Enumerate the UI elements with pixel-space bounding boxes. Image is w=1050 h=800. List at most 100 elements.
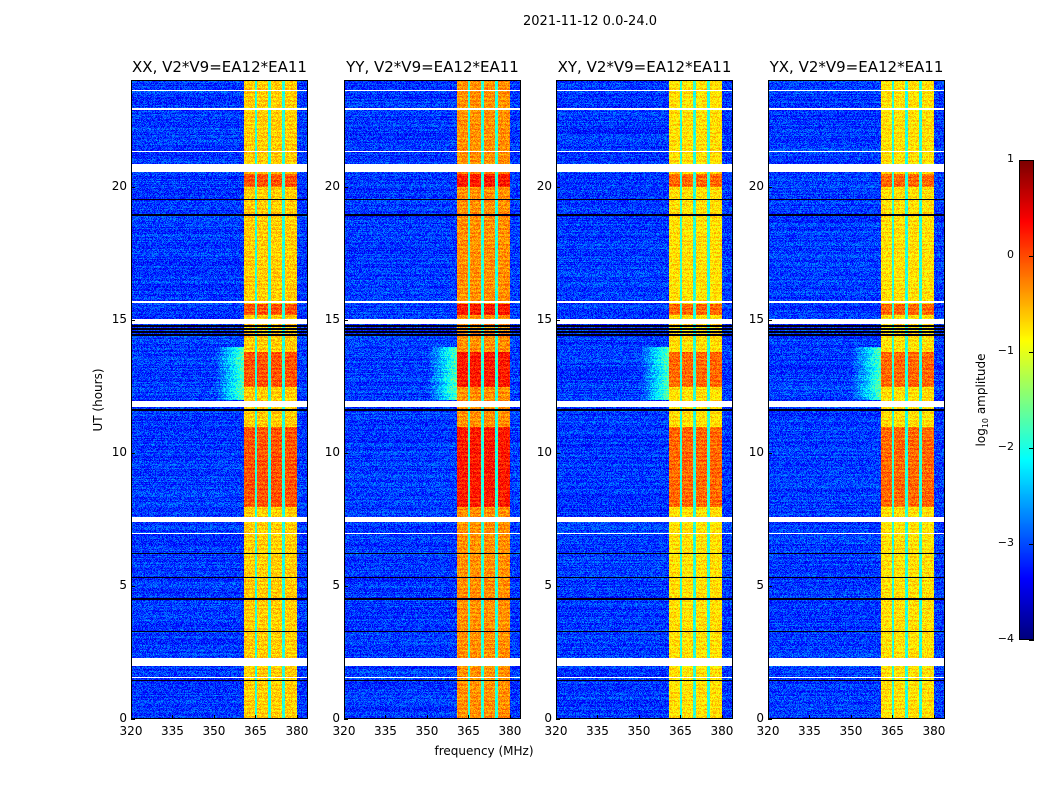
y-tick-label: 0	[119, 711, 127, 725]
y-tick-label: 15	[111, 311, 127, 326]
figure-title: 2021-11-12 0.0-24.0	[523, 14, 657, 29]
colorbar-tick-mark	[1029, 352, 1034, 353]
y-tick-mark	[131, 585, 135, 587]
x-tick-label: 365	[669, 724, 692, 738]
y-tick-label: 0	[544, 711, 552, 725]
x-tick-mark	[768, 715, 769, 719]
spectrogram-panel: XX, V2*V9=EA12*EA11	[131, 58, 308, 719]
x-tick-mark	[892, 715, 894, 719]
x-tick-label: 350	[839, 724, 863, 738]
colorbar-tick-label: −2	[997, 440, 1014, 453]
x-tick-mark	[850, 715, 852, 719]
y-tick-mark	[768, 319, 772, 321]
x-tick-label: 350	[202, 724, 226, 738]
colorbar-tick-mark	[1029, 544, 1034, 545]
x-tick-mark	[426, 715, 428, 719]
spectrogram-image	[344, 80, 521, 719]
panel-title: YY, V2*V9=EA12*EA11	[346, 58, 519, 76]
y-tick-label: 20	[111, 178, 127, 193]
x-tick-label: 365	[457, 724, 480, 738]
y-tick-mark	[131, 719, 135, 720]
y-tick-label: 5	[119, 577, 127, 592]
colorbar-label: log10 amplitude	[973, 353, 991, 447]
x-tick-label: 380	[922, 724, 946, 738]
spectrogram-image	[768, 80, 945, 719]
x-tick-mark	[468, 715, 470, 719]
y-tick-mark	[768, 186, 772, 188]
y-tick-label: 5	[544, 577, 552, 592]
x-tick-label: 335	[586, 724, 609, 738]
colorbar-tick-mark	[1029, 256, 1034, 257]
x-tick-label: 320	[332, 724, 356, 738]
x-tick-mark	[809, 715, 811, 719]
y-axis-label: UT (hours)	[91, 368, 105, 432]
spectrogram-image	[556, 80, 733, 719]
x-tick-mark	[172, 715, 174, 719]
x-tick-label: 320	[119, 724, 143, 738]
y-tick-mark	[344, 719, 348, 720]
colorbar-tick-mark	[1029, 640, 1034, 641]
y-tick-mark	[131, 319, 135, 321]
spectrogram-image	[131, 80, 308, 719]
colorbar-tick-label: −1	[997, 344, 1014, 357]
y-tick-mark	[556, 719, 560, 720]
y-tick-label: 15	[324, 311, 340, 326]
spectrogram-panel: YY, V2*V9=EA12*EA11	[344, 58, 521, 719]
x-axis-label: frequency (MHz)	[434, 744, 534, 758]
x-tick-mark	[721, 715, 723, 719]
y-tick-label: 5	[332, 577, 340, 592]
x-tick-label: 365	[244, 724, 267, 738]
y-tick-mark	[131, 452, 135, 454]
spectrogram-panel: YX, V2*V9=EA12*EA11	[768, 58, 945, 719]
panel-title: YX, V2*V9=EA12*EA11	[769, 58, 944, 76]
x-tick-mark	[131, 715, 132, 719]
y-tick-label: 10	[111, 444, 127, 459]
spectrogram-panel: XY, V2*V9=EA12*EA11	[556, 58, 733, 719]
panel-title: XX, V2*V9=EA12*EA11	[132, 58, 307, 76]
x-tick-mark	[255, 715, 257, 719]
y-tick-label: 0	[756, 711, 764, 725]
x-tick-label: 365	[881, 724, 904, 738]
colorbar-tick-label: −3	[997, 536, 1014, 549]
x-tick-label: 320	[544, 724, 568, 738]
y-tick-mark	[131, 186, 135, 188]
x-tick-mark	[385, 715, 387, 719]
x-tick-label: 380	[285, 724, 309, 738]
x-tick-mark	[213, 715, 215, 719]
y-tick-mark	[768, 452, 772, 454]
colorbar-tick-mark	[1029, 160, 1034, 161]
colorbar-tick-label: 0	[1007, 248, 1014, 261]
y-tick-mark	[768, 719, 772, 720]
y-tick-mark	[344, 585, 348, 587]
x-tick-mark	[556, 715, 557, 719]
y-tick-label: 20	[748, 178, 764, 193]
x-tick-mark	[296, 715, 298, 719]
x-tick-label: 335	[798, 724, 821, 738]
y-tick-label: 10	[536, 444, 552, 459]
x-tick-mark	[638, 715, 640, 719]
x-tick-label: 335	[374, 724, 397, 738]
y-tick-mark	[344, 452, 348, 454]
colorbar-tick-label: −4	[997, 632, 1014, 645]
y-tick-label: 10	[748, 444, 764, 459]
x-tick-mark	[680, 715, 682, 719]
y-tick-label: 0	[332, 711, 340, 725]
x-tick-mark	[933, 715, 935, 719]
x-tick-mark	[509, 715, 511, 719]
x-tick-label: 320	[756, 724, 780, 738]
y-tick-label: 20	[536, 178, 552, 193]
x-tick-label: 380	[498, 724, 522, 738]
x-tick-mark	[597, 715, 599, 719]
colorbar	[1019, 160, 1034, 640]
y-tick-label: 15	[748, 311, 764, 326]
y-tick-mark	[344, 186, 348, 188]
y-tick-mark	[556, 186, 560, 188]
y-tick-mark	[344, 319, 348, 321]
x-tick-label: 335	[161, 724, 184, 738]
y-tick-mark	[556, 319, 560, 321]
x-tick-label: 380	[710, 724, 734, 738]
y-tick-label: 5	[756, 577, 764, 592]
x-tick-mark	[344, 715, 345, 719]
x-tick-label: 350	[415, 724, 439, 738]
